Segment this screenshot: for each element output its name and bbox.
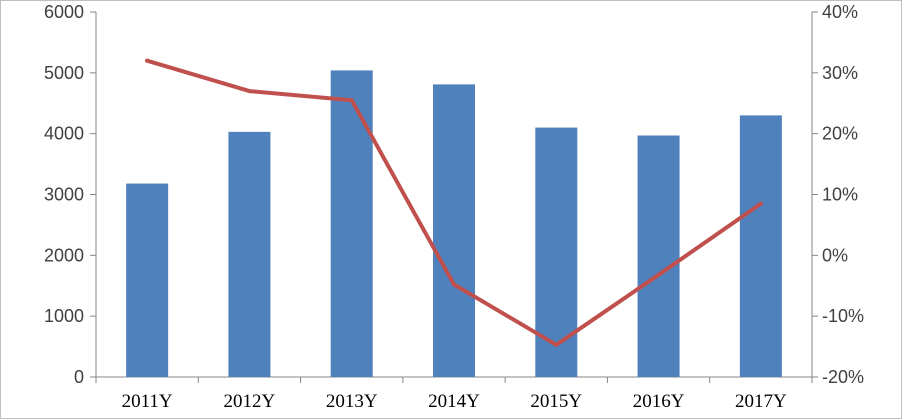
- line-point: [656, 272, 661, 277]
- x-tick-label: 2015Y: [530, 391, 582, 412]
- x-tick-label: 2013Y: [326, 391, 378, 412]
- bar: [433, 84, 475, 378]
- bar-series: [126, 70, 782, 378]
- left-tick-label: 2000: [44, 245, 84, 265]
- line-series: [145, 58, 763, 347]
- right-tick-label: 0%: [822, 245, 848, 265]
- x-tick-label: 2014Y: [428, 391, 480, 412]
- x-tick-label: 2012Y: [224, 391, 276, 412]
- left-tick-label: 3000: [44, 185, 84, 205]
- bar: [535, 127, 578, 377]
- x-tick-label: 2016Y: [633, 391, 685, 412]
- left-tick-label: 1000: [44, 306, 84, 326]
- bar: [739, 115, 782, 378]
- right-tick-label: 20%: [822, 124, 858, 144]
- tick-labels: 0 1000 2000 3000 4000 5000 6000 -20% -10% 0% 10% 20…: [44, 2, 864, 412]
- bar: [330, 70, 373, 378]
- right-tick-label: 40%: [822, 2, 858, 22]
- left-tick-label: 6000: [44, 2, 84, 22]
- x-tick-label: 2011Y: [122, 391, 173, 412]
- line-point: [554, 342, 559, 347]
- right-tick-label: 10%: [822, 185, 858, 205]
- left-tick-label: 5000: [44, 63, 84, 83]
- right-tick-label: -10%: [822, 306, 864, 326]
- bar: [228, 131, 271, 377]
- line-point: [758, 201, 763, 206]
- line-point: [452, 282, 456, 287]
- line-point: [349, 98, 354, 103]
- right-tick-label: 30%: [822, 63, 858, 83]
- bar: [126, 183, 169, 377]
- left-tick-label: 4000: [44, 124, 84, 144]
- line-point: [145, 58, 150, 63]
- right-tick-label: -20%: [822, 367, 864, 387]
- line-point: [247, 89, 252, 94]
- x-tick-label: 2017Y: [735, 391, 787, 412]
- bar: [637, 135, 680, 377]
- left-tick-label: 0: [74, 367, 84, 387]
